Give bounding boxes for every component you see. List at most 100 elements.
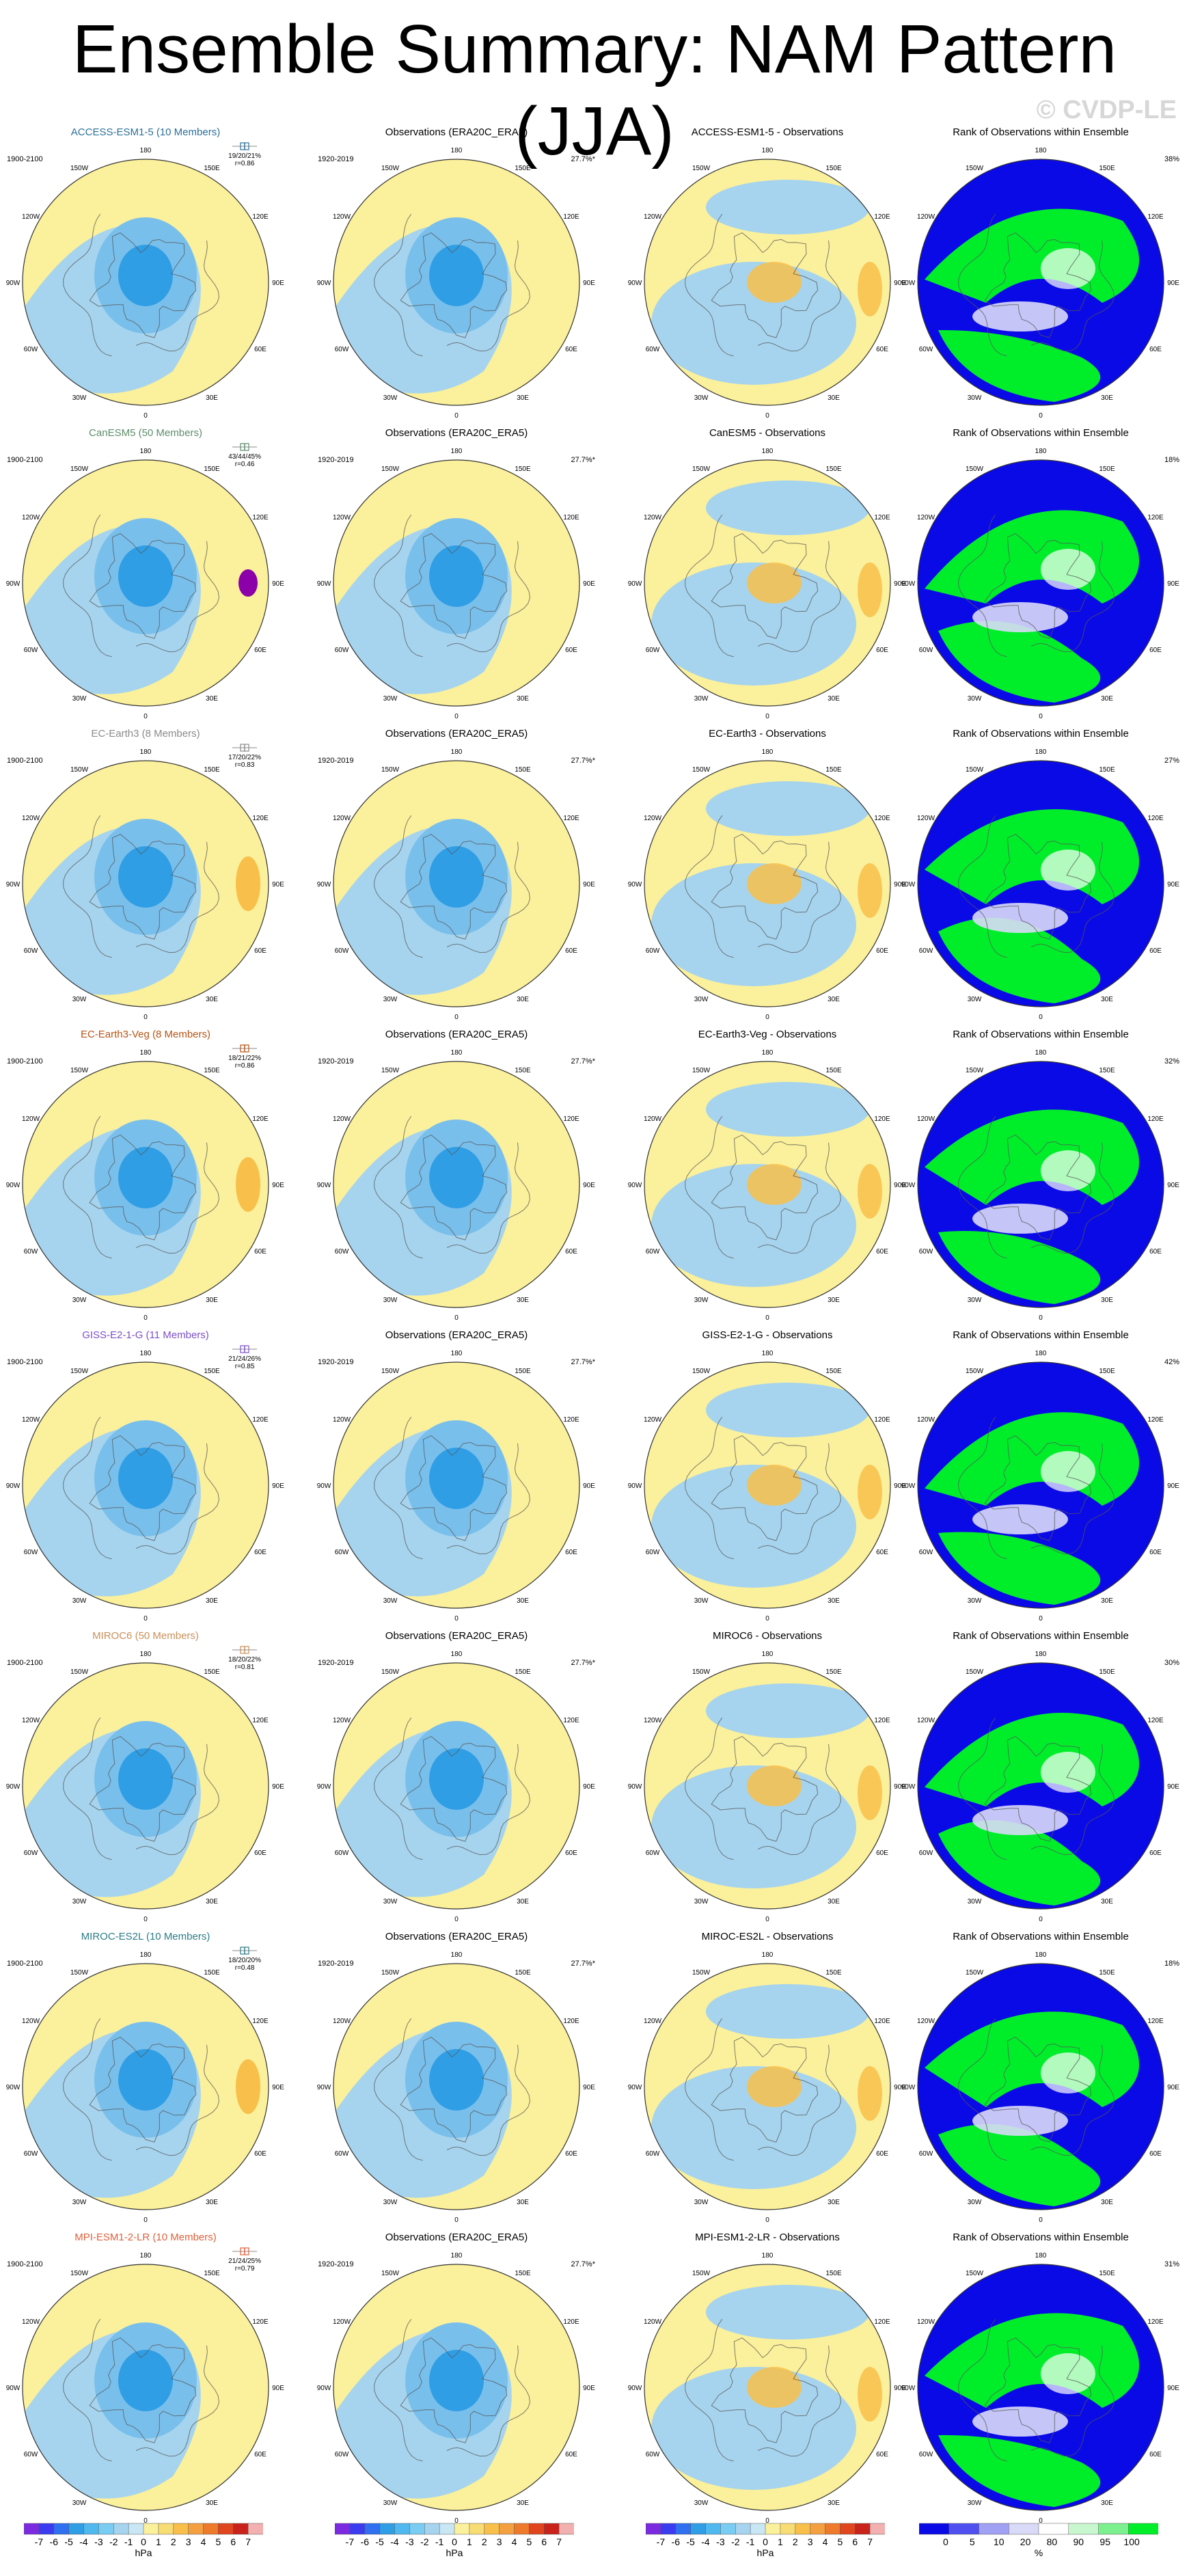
lon-label: 150W [70,1969,89,1977]
model-pattern-map: 180 150E 120E 90E 60E 30E 0 30W 60W 90W 120W 150W [6,448,285,720]
lon-label: 150W [692,1668,711,1676]
lon-label: 150W [70,1368,89,1375]
lon-label: 30E [828,996,840,1003]
map-border [333,2264,580,2511]
colorbar-tick-label: 95 [1099,2536,1110,2547]
diff-title: CanESM5 - Observations [709,427,826,439]
colorbar-tick-label: 1 [156,2536,161,2547]
lon-label: 0 [1039,1014,1043,1021]
model-pattern-map: 180 150E 120E 90E 60E 30E 0 30W 60W 90W 120W 150W [6,1350,285,1623]
colorbar-swatch [484,2523,500,2535]
model-panel: MIROC-ES2L (10 Members) 1900-2100 18/20/20… [5,1931,286,2232]
lon-label: 150E [825,465,842,473]
model-stats-pct: 17/20/22% [228,754,261,761]
model-stats-pct: 21/24/26% [228,1355,261,1363]
rank-pct: 18% [1164,1960,1179,1968]
colorbar-swatch [424,2523,440,2535]
lon-label: 0 [144,713,148,720]
rank-pct: 31% [1164,2260,1179,2268]
lon-label: 150W [692,766,711,774]
obs-pct: 27.7%* [571,2260,595,2268]
lon-label: 150W [381,1668,400,1676]
colorbar-tick-label: 90 [1074,2536,1084,2547]
rank-panel: Rank of Observations within Ensemble 18% 1… [901,427,1181,728]
obs-pct: 27.7%* [571,1057,595,1066]
lon-label: 60W [24,2451,38,2458]
model-stats: 18/21/22% r=0.86 [228,1044,261,1070]
lon-label: 30W [383,1898,398,1906]
rank-high-region [938,917,1101,1003]
colorbar-tick-label: 0 [943,2536,948,2547]
colorbar-swatch [128,2523,144,2535]
colorbar-tick-label: -6 [50,2536,59,2547]
lon-label: 60W [646,2150,660,2158]
model-pattern-map: 180 150E 120E 90E 60E 30E 0 30W 60W 90W 120W 150W [6,748,285,1021]
map-border [644,159,891,406]
lon-label: 150E [204,1668,220,1676]
colorbar-tick-label: -2 [420,2536,429,2547]
colorbar-swatch [499,2523,515,2535]
lon-label: 0 [454,1916,459,1923]
model-period: 1900-2100 [7,757,43,765]
rank-map: 180 150E 120E 90E 60E 30E 0 30W 60W 90W 120W 150W [901,1951,1180,2224]
lon-label: 30E [206,1597,218,1605]
lon-label: 90E [894,2385,906,2392]
colorbar-tick-label: 6 [852,2536,858,2547]
model-stats: 18/20/22% r=0.81 [228,1645,261,1671]
lon-label: 120W [22,514,40,521]
obs-period: 1920-2019 [318,1659,354,1667]
colorbar-tick-label: 2 [482,2536,487,2547]
obs-pattern-map: 180 150E 120E 90E 60E 30E 0 30W 60W 90W 120W 150W [317,1350,596,1623]
diff-pattern-map: 180 150E 120E 90E 60E 30E 0 30W 60W 90W 120W 150W [628,1651,907,1923]
lon-label: 150W [381,1969,400,1977]
lon-label: 150W [692,1067,711,1074]
diff-title: EC-Earth3 - Observations [709,728,826,740]
obs-title: Observations (ERA20C_ERA5) [385,1029,528,1040]
lon-label: 60W [335,2451,349,2458]
anomaly-region [651,1465,856,1588]
diff-pattern-map: 180 150E 120E 90E 60E 30E 0 30W 60W 90W 120W 150W [628,1951,907,2224]
colorbar-tick-label: 6 [230,2536,236,2547]
map-border [22,760,269,1007]
lon-label: 30W [72,996,87,1003]
lon-label: 120W [22,2018,40,2025]
colorbar-tick-label: -5 [375,2536,384,2547]
diff-title: MIROC-ES2L - Observations [701,1931,834,1942]
lon-label: 30W [694,996,709,1003]
anomaly-region [706,2285,870,2340]
lon-label: 150E [1099,1067,1115,1074]
colorbar-tick-label: 5 [216,2536,221,2547]
map-border [333,159,580,406]
colorbar-tick-label: -3 [405,2536,414,2547]
lon-label: 150E [515,1969,531,1977]
lon-label: 120E [252,815,269,822]
colorbar-swatch [349,2523,366,2535]
obs-title: Observations (ERA20C_ERA5) [385,126,528,138]
colorbar-swatch [765,2523,781,2535]
diff-title: GISS-E2-1-G - Observations [702,1329,833,1341]
lon-label: 60W [335,1549,349,1556]
lon-label: 150E [204,465,220,473]
lon-label: 90W [628,881,642,889]
anomaly-region [706,180,870,234]
lon-label: 60E [1149,1849,1162,1857]
watermark: © CVDP-LE [1036,96,1177,124]
lon-label: 150W [966,465,984,473]
lon-label: 30W [694,1297,709,1304]
model-pattern-map: 180 150E 120E 90E 60E 30E 0 30W 60W 90W 120W 150W [6,2252,285,2525]
lon-label: 150W [966,1067,984,1074]
lon-label: 30E [828,394,840,402]
model-stats-pct: 18/21/22% [228,1055,261,1062]
lon-label: 0 [144,1615,148,1623]
lon-label: 180 [140,448,152,455]
lon-label: 120E [563,514,579,521]
lon-label: 120E [563,2018,579,2025]
lon-label: 30W [383,2499,398,2507]
lon-label: 60E [1149,1549,1162,1556]
colorbar-swatch [840,2523,856,2535]
lon-label: 180 [140,748,152,756]
colorbar-tick-label: 20 [1020,2536,1031,2547]
model-panel: GISS-E2-1-G (11 Members) 1900-2100 21/24/2… [5,1329,286,1630]
obs-period: 1920-2019 [318,2260,354,2268]
colorbar-tick-label: -5 [686,2536,695,2547]
